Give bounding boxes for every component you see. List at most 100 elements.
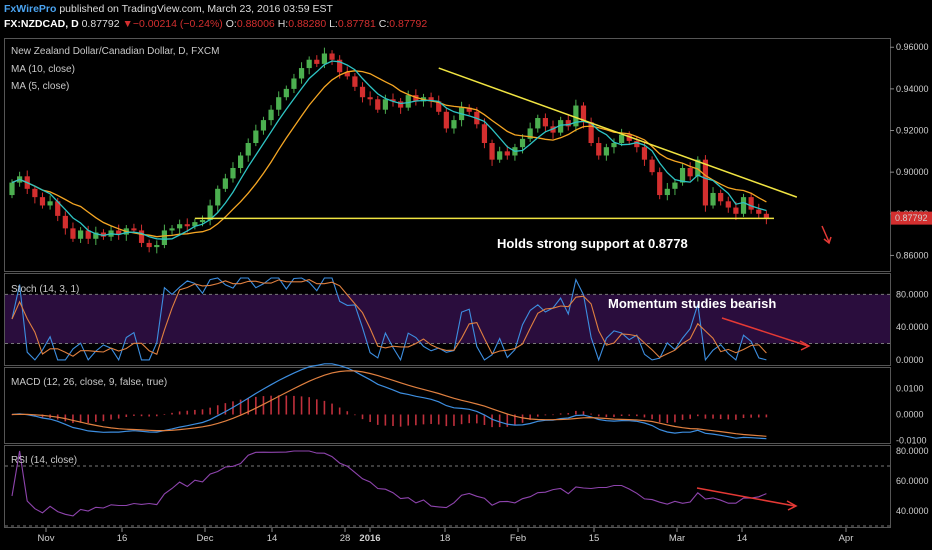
- macd-hist-bar: [262, 396, 265, 415]
- stoch-tick-label: 40.0000: [896, 322, 929, 332]
- candle-body: [283, 88, 289, 98]
- candle-body: [55, 201, 61, 216]
- macd-hist-bar: [681, 414, 684, 420]
- macd-hist-bar: [399, 414, 402, 427]
- macd-hist-bar: [605, 414, 608, 418]
- macd-hist-bar: [536, 414, 539, 417]
- candle-body: [558, 120, 564, 133]
- candle-body: [542, 118, 548, 127]
- candle-body: [710, 192, 716, 206]
- candle-body: [344, 72, 350, 77]
- macd-hist-bar: [11, 414, 13, 416]
- stoch-title: Stoch (14, 3, 1): [11, 284, 79, 295]
- candle-body: [725, 201, 731, 208]
- candle-body: [306, 59, 312, 69]
- macd-histogram: [11, 395, 768, 428]
- macd-hist-bar: [102, 414, 105, 422]
- macd-hist-bar: [567, 413, 570, 415]
- macd-hist-bar: [521, 414, 524, 423]
- candle-body: [161, 230, 167, 246]
- macd-hist-bar: [338, 407, 341, 415]
- candle-body: [672, 182, 678, 189]
- macd-hist-bar: [468, 414, 470, 424]
- candle-body: [657, 172, 663, 196]
- candle-body: [619, 134, 625, 144]
- macd-tick-label: 0.0000: [896, 410, 924, 420]
- candle-body: [626, 134, 632, 141]
- macd-hist-bar: [506, 414, 509, 427]
- x-tick-label: 14: [737, 533, 748, 544]
- macd-hist-bar: [575, 410, 577, 415]
- close-value: 0.87792: [389, 18, 428, 30]
- macd-hist-bar: [384, 414, 387, 426]
- candle-body: [70, 228, 76, 239]
- macd-hist-bar: [597, 414, 600, 417]
- macd-hist-bar: [704, 414, 707, 419]
- macd-hist-bar: [171, 412, 173, 415]
- x-tick-label: 14: [267, 533, 278, 544]
- macd-hist-bar: [636, 414, 638, 417]
- candle-body: [9, 182, 15, 196]
- support-annotation: Holds strong support at 0.8778: [497, 236, 688, 251]
- macd-hist-bar: [697, 414, 699, 417]
- macd-hist-bar: [643, 414, 646, 418]
- candle-body: [100, 232, 107, 237]
- macd-hist-bar: [689, 414, 691, 419]
- macd-hist-bar: [194, 409, 196, 415]
- macd-hist-bar: [674, 414, 676, 423]
- macd-hist-bar: [712, 414, 714, 419]
- candles: [9, 47, 769, 254]
- candle-body: [390, 99, 396, 102]
- price-change: −0.00214 (−0.24%): [132, 18, 223, 30]
- candle-body: [756, 209, 762, 214]
- candle-body: [634, 140, 640, 148]
- macd-hist-bar: [247, 398, 250, 415]
- candle-body: [298, 68, 305, 79]
- resistance-trendline: [438, 67, 798, 198]
- macd-hist-bar: [316, 399, 318, 415]
- stoch-y-axis: 80.0000 40.0000 0.0000: [896, 289, 929, 365]
- macd-hist-bar: [422, 414, 425, 425]
- candle-body: [138, 230, 145, 243]
- candle-body: [367, 97, 373, 100]
- candle-body: [215, 188, 221, 206]
- x-tick-label: 18: [440, 533, 451, 544]
- rsi-bearish-arrow-icon: [696, 487, 798, 511]
- macd-tick-label: 0.0100: [896, 383, 924, 393]
- candle-body: [192, 222, 198, 227]
- candle-body: [702, 159, 709, 206]
- rsi-panel: 80.0000 60.0000 40.0000 RSI (14, close): [5, 446, 929, 527]
- candle-body: [47, 201, 53, 206]
- candle-body: [314, 59, 320, 64]
- rsi-line: [11, 450, 767, 517]
- macd-hist-bar: [483, 414, 486, 425]
- high-label: H:: [277, 18, 289, 30]
- x-tick-label: 15: [589, 533, 600, 544]
- macd-hist-bar: [750, 414, 752, 418]
- macd-hist-bar: [453, 414, 455, 426]
- macd-hist-bar: [369, 414, 371, 423]
- candle-body: [436, 101, 442, 112]
- brand-link[interactable]: FxWirePro: [4, 3, 57, 15]
- candle-body: [154, 245, 160, 248]
- macd-hist-bar: [407, 414, 410, 426]
- stoch-panel: 80.0000 40.0000 0.0000 Stoch (14, 3, 1) Mo…: [5, 277, 929, 365]
- open-label: O:: [225, 18, 237, 30]
- stoch-bearish-arrow-icon: [721, 317, 811, 351]
- ma10-line: [11, 70, 767, 238]
- high-value: 0.88280: [288, 18, 327, 30]
- macd-tick-label: -0.0100: [896, 436, 927, 446]
- price-panel: 0.960000.940000.920000.900000.880000.860…: [9, 42, 932, 260]
- candle-body: [329, 53, 335, 60]
- macd-hist-bar: [765, 414, 768, 418]
- ma5-legend: MA (5, close): [11, 81, 69, 92]
- candle-body: [146, 242, 152, 248]
- down-arrow-icon: ▼: [122, 18, 133, 30]
- macd-hist-bar: [72, 414, 74, 424]
- stoch-tick-label: 0.0000: [896, 355, 924, 365]
- candle-body: [207, 205, 213, 221]
- candle-body: [276, 97, 282, 110]
- candle-body: [77, 230, 84, 239]
- macd-hist-bar: [186, 410, 189, 415]
